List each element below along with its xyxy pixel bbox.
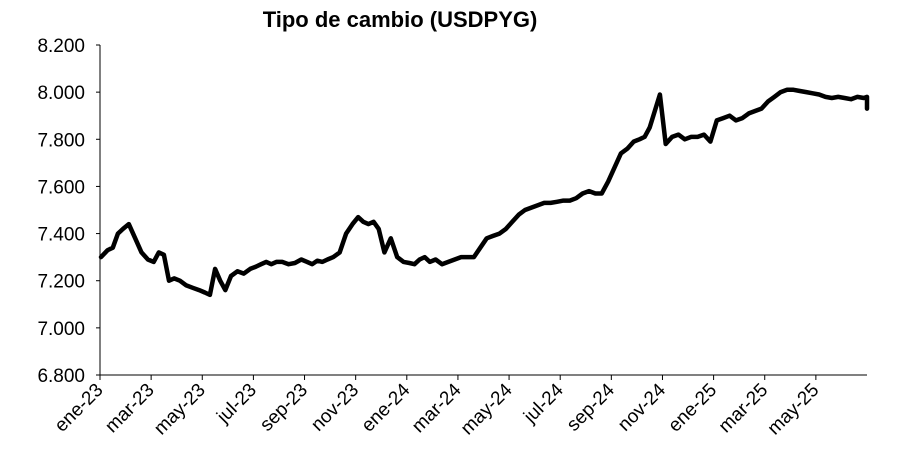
y-tick-label: 7.400 bbox=[37, 225, 85, 246]
x-tick-label: jul-23 bbox=[213, 380, 261, 428]
x-tick-label: may-24 bbox=[457, 379, 517, 439]
x-tick-label: sep-23 bbox=[256, 380, 312, 436]
y-tick-label: 6.800 bbox=[37, 366, 85, 387]
x-tick-label: ene-23 bbox=[51, 380, 108, 437]
series-line bbox=[98, 87, 870, 298]
x-tick-label: mar-24 bbox=[408, 379, 466, 437]
y-tick-label: 7.600 bbox=[37, 177, 85, 198]
x-tick-label: ene-25 bbox=[664, 380, 721, 437]
y-tick-label: 8.000 bbox=[37, 83, 85, 104]
plot-area bbox=[98, 87, 870, 298]
x-tick-label: jul-24 bbox=[519, 379, 568, 428]
x-tick-label: sep-24 bbox=[563, 379, 619, 435]
x-tick-label: may-25 bbox=[764, 380, 824, 440]
x-tick-label: may-23 bbox=[150, 380, 210, 440]
y-tick-label: 7.000 bbox=[37, 319, 85, 340]
x-tick-label: ene-24 bbox=[358, 379, 415, 436]
y-tick-label: 8.200 bbox=[37, 36, 85, 57]
y-tick-label: 7.200 bbox=[37, 272, 85, 293]
x-tick-label: mar-23 bbox=[101, 380, 158, 437]
x-tick-label: mar-25 bbox=[715, 380, 772, 437]
y-axis: 6.800 7.000 7.200 7.400 7.600 7.800 8.000 8.200 bbox=[37, 36, 101, 387]
x-tick-label: nov-23 bbox=[307, 380, 363, 436]
y-tick-label: 7.800 bbox=[37, 130, 85, 151]
x-tick-label: nov-24 bbox=[614, 379, 670, 435]
chart-title: Tipo de cambio (USDPYG) bbox=[263, 7, 538, 32]
